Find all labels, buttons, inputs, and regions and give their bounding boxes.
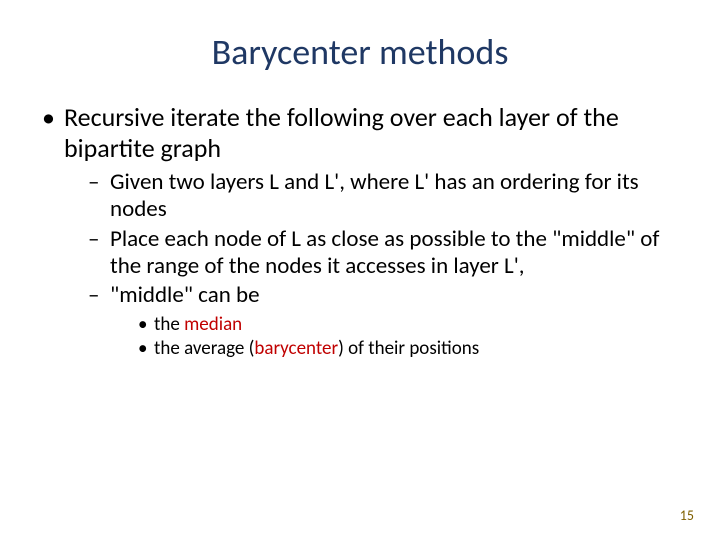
bullet-lvl3-2-pre: the average ( xyxy=(154,337,254,360)
bullet-list-lvl3: the median the average (barycenter) of t… xyxy=(134,313,684,361)
bullet-lvl3-2: the average (barycenter) of their positi… xyxy=(134,337,684,361)
bullet-lvl1-1: Recursive iterate the following over eac… xyxy=(36,102,684,360)
bullet-lvl2-2: Place each node of L as close as possibl… xyxy=(84,226,684,280)
bullet-lvl2-1: Given two layers L and L', where L' has … xyxy=(84,169,684,223)
bullet-list-lvl1: Recursive iterate the following over eac… xyxy=(36,102,684,360)
slide-title: Barycenter methods xyxy=(36,30,684,74)
bullet-lvl3-1-pre: the xyxy=(154,313,184,336)
bullet-lvl2-3: "middle" can be the median the average (… xyxy=(84,282,684,361)
slide: Barycenter methods Recursive iterate the… xyxy=(0,0,720,540)
bullet-lvl3-2-highlight: barycenter xyxy=(254,337,338,360)
bullet-lvl3-2-post: ) of their positions xyxy=(338,337,479,360)
bullet-lvl3-1: the median xyxy=(134,313,684,337)
bullet-lvl3-1-highlight: median xyxy=(184,313,242,336)
bullet-list-lvl2: Given two layers L and L', where L' has … xyxy=(84,169,684,360)
page-number: 15 xyxy=(680,507,694,524)
bullet-lvl2-2-text: Place each node of L as close as possibl… xyxy=(110,225,659,280)
bullet-lvl2-1-text: Given two layers L and L', where L' has … xyxy=(110,168,639,223)
bullet-lvl1-1-text: Recursive iterate the following over eac… xyxy=(64,101,619,164)
bullet-lvl2-3-text: "middle" can be xyxy=(110,281,260,309)
